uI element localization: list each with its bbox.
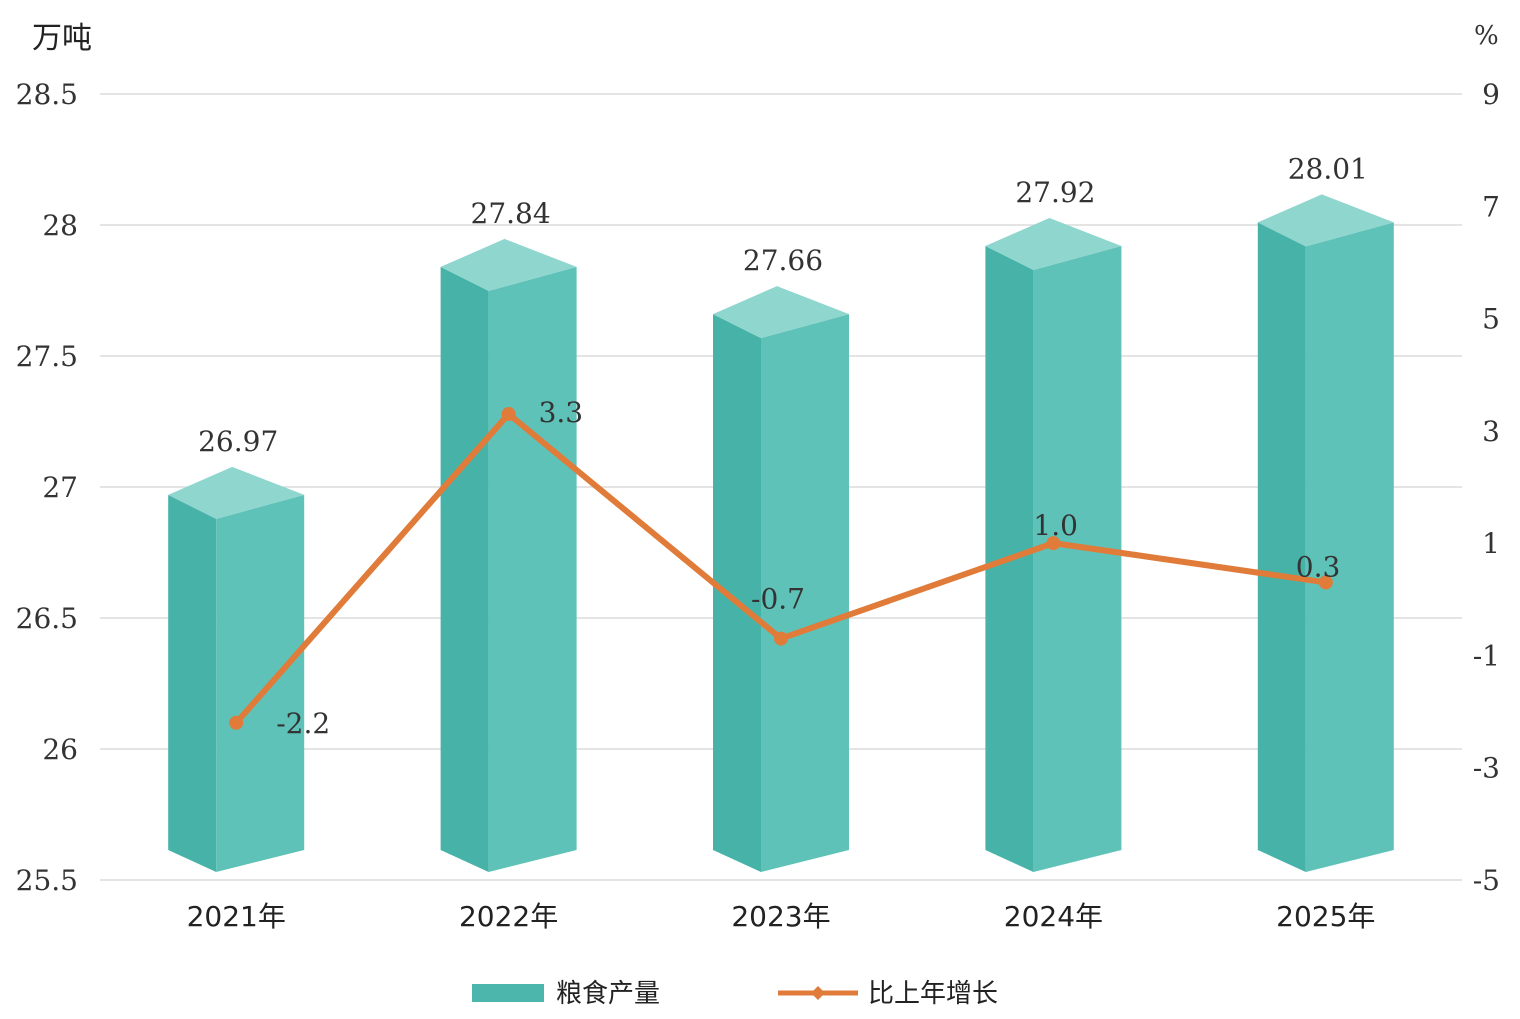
bar-left-face bbox=[713, 314, 761, 873]
x-axis-labels: 2021年 2022年 2023年 2024年 2025年 bbox=[187, 900, 1376, 933]
line-series: -2.2 3.3 -0.7 1.0 0.3 bbox=[229, 396, 1340, 740]
growth-point bbox=[501, 407, 516, 422]
left-tick-label: 27.5 bbox=[16, 340, 78, 373]
bar-top-face bbox=[440, 238, 577, 291]
bar-right-face bbox=[761, 314, 849, 873]
right-tick-label: 9 bbox=[1482, 78, 1500, 111]
bar-right-face bbox=[1033, 245, 1122, 872]
bar-right-face bbox=[1305, 222, 1394, 872]
right-tick-label: -1 bbox=[1473, 639, 1500, 672]
right-axis-ticks: 9 7 5 3 1 -1 -3 -5 bbox=[1473, 78, 1500, 897]
right-tick-label: -5 bbox=[1473, 864, 1500, 897]
x-tick-label: 2023年 bbox=[731, 900, 830, 933]
bar-value-label: 27.84 bbox=[471, 197, 551, 230]
growth-point bbox=[1046, 536, 1061, 551]
left-tick-label: 26.5 bbox=[16, 602, 78, 635]
growth-point bbox=[1318, 575, 1333, 590]
left-tick-label: 26 bbox=[42, 733, 78, 766]
bar-value-label: 26.97 bbox=[198, 425, 278, 458]
bar-left-face bbox=[440, 266, 489, 872]
x-tick-label: 2021年 bbox=[187, 900, 286, 933]
bar-left-face bbox=[168, 494, 217, 872]
bar-value-label: 27.92 bbox=[1015, 176, 1095, 209]
right-tick-label: 7 bbox=[1482, 190, 1500, 223]
growth-value-label: -2.2 bbox=[276, 707, 330, 740]
growth-value-label: 0.3 bbox=[1296, 550, 1341, 583]
bar-right-face bbox=[216, 494, 305, 872]
left-tick-label: 25.5 bbox=[16, 864, 78, 897]
bar: 28.01 bbox=[1257, 152, 1394, 872]
bar: 27.66 bbox=[713, 244, 849, 873]
growth-value-label: -0.7 bbox=[751, 583, 805, 616]
right-tick-label: -3 bbox=[1473, 752, 1500, 785]
left-axis-unit: 万吨 bbox=[32, 21, 92, 56]
bar: 26.97 bbox=[168, 425, 305, 872]
x-tick-label: 2025年 bbox=[1276, 900, 1375, 933]
x-tick-label: 2024年 bbox=[1004, 900, 1103, 933]
legend-bar-swatch bbox=[472, 984, 544, 1002]
bar-value-label: 28.01 bbox=[1288, 152, 1368, 185]
bar-top-face bbox=[168, 466, 305, 519]
legend-line-marker bbox=[811, 986, 825, 1000]
bar-value-label: 27.66 bbox=[743, 244, 823, 277]
bar-series: 26.97 27.84 27.66 27.92 28.01 bbox=[168, 152, 1394, 873]
right-tick-label: 3 bbox=[1482, 415, 1500, 448]
left-axis-ticks: 28.5 28 27.5 27 26.5 26 25.5 bbox=[16, 78, 78, 897]
right-axis-unit: % bbox=[1474, 21, 1499, 51]
legend-bar-label: 粮食产量 bbox=[556, 979, 660, 1009]
growth-point bbox=[229, 715, 244, 730]
left-tick-label: 28.5 bbox=[16, 78, 78, 111]
legend: 粮食产量 比上年增长 bbox=[472, 979, 998, 1009]
bar-right-face bbox=[488, 266, 577, 872]
bar: 27.84 bbox=[440, 197, 577, 872]
bar-top-face bbox=[713, 286, 849, 339]
legend-line-label: 比上年增长 bbox=[868, 979, 998, 1009]
bar-left-face bbox=[1257, 222, 1306, 872]
bar-top-face bbox=[1257, 194, 1394, 247]
left-tick-label: 28 bbox=[42, 209, 78, 242]
right-tick-label: 1 bbox=[1482, 527, 1500, 560]
growth-value-label: 3.3 bbox=[539, 396, 584, 429]
bar-top-face bbox=[985, 217, 1122, 270]
right-tick-label: 5 bbox=[1482, 303, 1500, 336]
growth-point bbox=[774, 631, 788, 646]
growth-value-label: 1.0 bbox=[1033, 509, 1078, 542]
left-tick-label: 27 bbox=[42, 471, 78, 504]
x-tick-label: 2022年 bbox=[459, 900, 558, 933]
